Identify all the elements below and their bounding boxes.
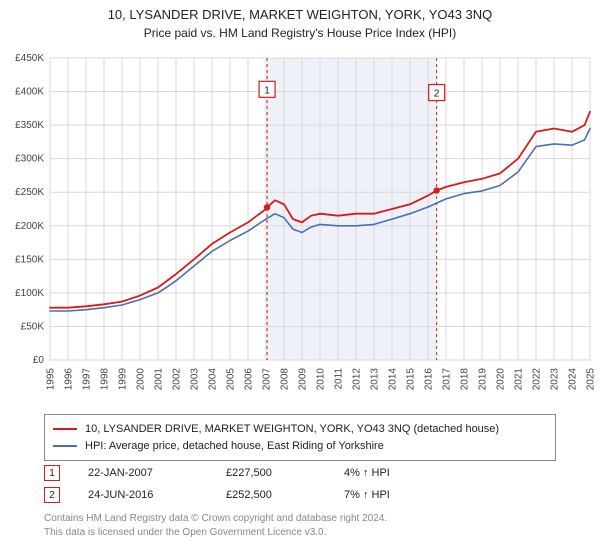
x-axis-label: 2024: [568, 368, 579, 391]
legend-label: 10, LYSANDER DRIVE, MARKET WEIGHTON, YOR…: [85, 421, 499, 438]
marker-price: £252,500: [226, 489, 316, 501]
x-axis-label: 2025: [586, 368, 597, 391]
y-axis-label: £200K: [15, 221, 44, 232]
y-axis-label: £400K: [15, 87, 44, 98]
x-axis-label: 1998: [100, 368, 111, 391]
y-axis-label: £300K: [15, 154, 44, 165]
x-axis-label: 2006: [244, 368, 255, 391]
x-axis-label: 2010: [316, 368, 327, 391]
x-axis-label: 2020: [496, 368, 507, 391]
legend: 10, LYSANDER DRIVE, MARKET WEIGHTON, YOR…: [44, 414, 556, 461]
marker-date: 24-JUN-2016: [88, 489, 198, 501]
legend-label: HPI: Average price, detached house, East…: [85, 438, 384, 455]
x-axis-label: 1997: [82, 368, 93, 391]
x-axis-label: 2000: [136, 368, 147, 391]
chart-area: £0 £50K £100K £150K £200K £250K £300K £350K £400…: [0, 48, 600, 408]
x-axis-label: 2014: [388, 368, 399, 391]
y-axis-label: £50K: [21, 321, 45, 332]
y-axis-label: £0: [33, 355, 45, 366]
y-axis-label: £350K: [15, 120, 44, 131]
x-axis-label: 2015: [406, 368, 417, 391]
x-axis-label: 2009: [298, 368, 309, 391]
x-axis-label: 1999: [118, 368, 129, 391]
chart-subtitle: Price paid vs. HM Land Registry's House …: [0, 24, 600, 40]
chart-marker-badge: 2: [434, 89, 440, 100]
x-axis-label: 2004: [208, 368, 219, 391]
x-axis-label: 2013: [370, 368, 381, 391]
marker-delta: 7% ↑ HPI: [344, 489, 474, 501]
y-axis-label: £100K: [15, 288, 44, 299]
x-axis-label: 2012: [352, 368, 363, 391]
x-axis-label: 2019: [478, 368, 489, 391]
marker-badge: 2: [44, 487, 60, 503]
x-axis-label: 2021: [514, 368, 525, 391]
x-axis-label: 2005: [226, 368, 237, 391]
footer-attribution: Contains HM Land Registry data © Crown c…: [44, 512, 564, 539]
y-axis-label: £250K: [15, 187, 44, 198]
x-axis-label: 2017: [442, 368, 453, 391]
x-axis-label: 2016: [424, 368, 435, 391]
footer-line-1: Contains HM Land Registry data © Crown c…: [44, 512, 564, 526]
marker-date: 22-JAN-2007: [88, 467, 198, 479]
legend-item: 10, LYSANDER DRIVE, MARKET WEIGHTON, YOR…: [53, 421, 547, 438]
marker-row: 1 22-JAN-2007 £227,500 4% ↑ HPI: [44, 462, 556, 484]
legend-swatch: [53, 428, 77, 430]
marker-price: £227,500: [226, 467, 316, 479]
x-axis-label: 2018: [460, 368, 471, 391]
x-axis-label: 1996: [64, 368, 75, 391]
marker-delta: 4% ↑ HPI: [344, 467, 474, 479]
x-axis-label: 2022: [532, 368, 543, 391]
x-axis-label: 2023: [550, 368, 561, 391]
y-axis-label: £450K: [15, 53, 44, 64]
x-axis-label: 2002: [172, 368, 183, 391]
legend-item: HPI: Average price, detached house, East…: [53, 438, 547, 455]
x-axis-label: 1995: [46, 368, 57, 391]
x-axis-label: 2001: [154, 368, 165, 391]
marker-badge: 1: [44, 465, 60, 481]
footer-line-2: This data is licensed under the Open Gov…: [44, 526, 564, 540]
chart-marker-badge: 1: [264, 85, 270, 96]
x-axis-label: 2011: [334, 368, 345, 390]
marker-row: 2 24-JUN-2016 £252,500 7% ↑ HPI: [44, 484, 556, 506]
x-axis-label: 2003: [190, 368, 201, 391]
x-axis-label: 2007: [262, 368, 273, 391]
y-axis-label: £150K: [15, 254, 44, 265]
marker-table: 1 22-JAN-2007 £227,500 4% ↑ HPI 2 24-JUN-2016…: [44, 462, 556, 506]
chart-title: 10, LYSANDER DRIVE, MARKET WEIGHTON, YOR…: [0, 0, 600, 24]
x-axis-label: 2008: [280, 368, 291, 391]
legend-swatch: [53, 445, 77, 447]
